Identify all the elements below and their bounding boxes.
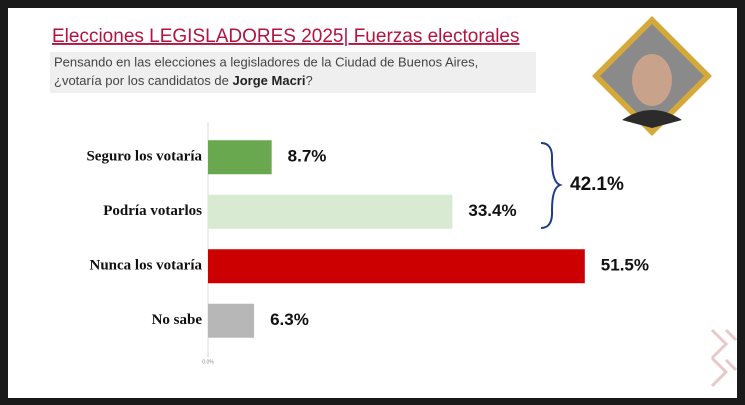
bar xyxy=(208,249,585,284)
subtitle-box xyxy=(50,52,536,93)
photo xyxy=(592,16,712,136)
bar xyxy=(208,140,272,175)
y-tick-label: Podría votarlos xyxy=(103,203,202,219)
y-tick-label: Nunca los votaría xyxy=(90,258,203,274)
subtitle: Pensando en las elecciones a legisladore… xyxy=(54,54,478,69)
subtitle: ¿votaría por los candidatos de Jorge Mac… xyxy=(54,73,313,88)
chart-title: Elecciones LEGISLADORES 2025| Fuerzas el… xyxy=(52,26,520,47)
subtitle-part: Jorge Macri xyxy=(233,73,306,88)
bar xyxy=(208,194,453,229)
decor-pattern xyxy=(710,328,738,388)
bar xyxy=(208,303,255,338)
annotation: 42.1% xyxy=(570,174,624,195)
x-tick-label: 0.0% xyxy=(202,359,214,365)
y-tick-label: Seguro los votaría xyxy=(86,149,202,165)
value-label: 8.7% xyxy=(288,147,327,166)
value-label: 51.5% xyxy=(601,256,649,275)
subtitle-part: ? xyxy=(305,73,312,88)
y-tick-label: No sabe xyxy=(152,312,203,328)
subtitle-part: ¿votaría por los candidatos de xyxy=(54,73,233,88)
bracket xyxy=(540,142,563,229)
value-label: 6.3% xyxy=(270,310,309,329)
value-label: 33.4% xyxy=(468,201,516,220)
